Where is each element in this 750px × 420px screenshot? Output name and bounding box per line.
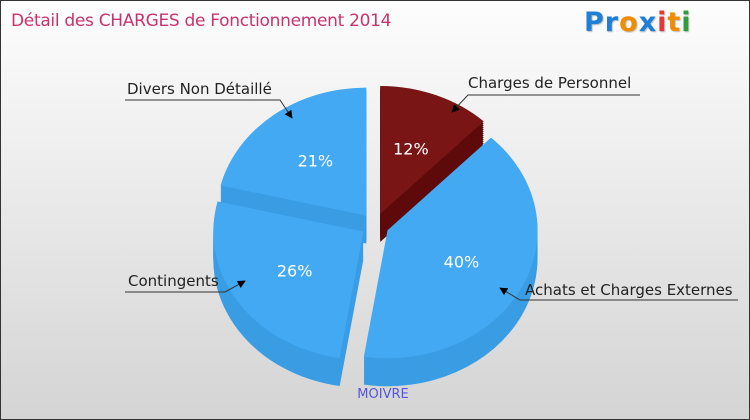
label-charges-personnel: Charges de Personnel bbox=[451, 74, 640, 113]
town-name: MOIVRE bbox=[357, 387, 408, 402]
logo-letter: i bbox=[681, 7, 692, 38]
pie-slice-percent: 21% bbox=[298, 151, 334, 170]
pie-slice-charges-de-personnel[interactable] bbox=[380, 85, 484, 242]
proxiti-logo[interactable]: Proxiti bbox=[584, 7, 692, 38]
logo-letter: P bbox=[584, 7, 605, 38]
label-text: Contingents bbox=[128, 272, 219, 290]
label-text: Divers Non Détaillé bbox=[127, 80, 272, 98]
label-contingents: Contingents bbox=[125, 272, 246, 293]
pie-slice-achats-et-charges-externes[interactable] bbox=[363, 137, 538, 387]
pie-slice-percent: 40% bbox=[444, 253, 480, 272]
logo-letter: x bbox=[638, 7, 658, 38]
pie-slice-top[interactable] bbox=[363, 137, 538, 359]
label-achats: Achats et Charges Externes bbox=[499, 281, 738, 301]
logo-letter: r bbox=[604, 7, 620, 38]
logo-letter: i bbox=[657, 7, 668, 38]
pie-slice-top[interactable] bbox=[213, 201, 364, 358]
pie-slice-percent: 12% bbox=[393, 140, 429, 159]
pie-slice-top[interactable] bbox=[220, 87, 367, 216]
label-text: Charges de Personnel bbox=[468, 74, 631, 92]
logo-letter: t bbox=[667, 7, 682, 38]
pie-slice-divers-non-d-taill-[interactable] bbox=[220, 87, 367, 244]
label-text: Achats et Charges Externes bbox=[525, 281, 733, 299]
pie-slice-contingents[interactable] bbox=[213, 201, 364, 386]
label-divers: Divers Non Détaillé bbox=[125, 80, 293, 119]
pie-slice-top[interactable] bbox=[380, 85, 484, 214]
pie-slice-percent: 26% bbox=[277, 262, 313, 281]
logo-letter: o bbox=[619, 7, 639, 38]
chart-title: Détail des CHARGES de Fonctionnement 201… bbox=[11, 11, 392, 31]
